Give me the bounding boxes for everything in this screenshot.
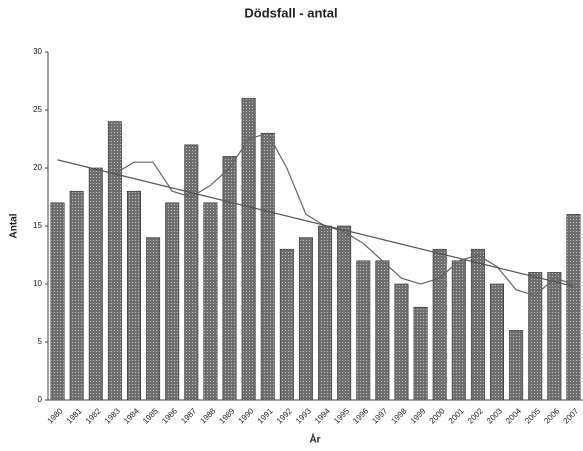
bar	[413, 306, 428, 401]
bar	[241, 98, 256, 401]
x-tick-label: 1986	[160, 406, 179, 425]
x-tick-label: 1997	[370, 406, 389, 425]
x-axis-label: År	[309, 433, 320, 446]
bar	[318, 225, 333, 401]
x-tick-label: 2004	[504, 406, 523, 425]
bar	[260, 132, 275, 401]
bar	[528, 272, 543, 401]
x-tick-label: 1996	[351, 406, 370, 425]
x-tick-label: 1980	[46, 406, 65, 425]
bar	[298, 237, 313, 401]
bar	[509, 330, 524, 401]
x-tick-label: 2006	[542, 406, 561, 425]
y-tick-label: 10	[33, 279, 42, 288]
bar	[184, 144, 199, 401]
x-tick-label: 1995	[332, 406, 351, 425]
x-tick-label: 1981	[65, 406, 84, 425]
bar	[337, 225, 352, 401]
x-tick-label: 2005	[523, 406, 542, 425]
x-tick-label: 2001	[447, 406, 466, 425]
x-tick-label: 1982	[84, 406, 103, 425]
bar	[222, 156, 237, 401]
x-tick-label: 2000	[428, 406, 447, 425]
bar	[451, 260, 466, 401]
y-tick-label: 15	[33, 221, 42, 230]
x-tick-label: 1999	[409, 406, 428, 425]
chart-title: Dödsfall - antal	[244, 5, 337, 20]
x-tick-label: 1987	[179, 406, 198, 425]
bar	[470, 248, 485, 401]
bar	[126, 190, 141, 401]
x-tick-label: 2003	[485, 406, 504, 425]
bar	[69, 190, 84, 401]
y-axis-label: Antal	[9, 213, 20, 238]
x-tick-label: 1988	[198, 406, 217, 425]
bar	[203, 202, 218, 401]
x-tick-label: 1985	[141, 406, 160, 425]
bar	[375, 260, 390, 401]
x-tick-label: 2007	[561, 406, 580, 425]
bar	[432, 248, 447, 401]
x-tick-label: 1984	[122, 406, 141, 425]
x-tick-label: 1990	[237, 406, 256, 425]
x-tick-label: 2002	[466, 406, 485, 425]
trend-line	[57, 159, 574, 287]
moving-average-line	[114, 132, 574, 297]
bar	[566, 214, 581, 401]
x-tick-label: 1989	[217, 406, 236, 425]
y-tick-label: 25	[33, 105, 42, 114]
y-tick-label: 20	[33, 163, 42, 172]
bar	[279, 248, 294, 401]
bar	[88, 167, 103, 401]
bar	[394, 283, 409, 401]
y-tick-label: 0	[38, 395, 43, 404]
bar	[50, 202, 65, 401]
bar	[107, 121, 122, 401]
x-tick-label: 1998	[389, 406, 408, 425]
bar	[165, 202, 180, 401]
x-tick-label: 1991	[256, 406, 275, 425]
bar	[490, 283, 505, 401]
x-tick-label: 1994	[313, 406, 332, 425]
x-tick-label: 1992	[275, 406, 294, 425]
x-tick-label: 1993	[294, 406, 313, 425]
y-tick-label: 5	[38, 337, 43, 346]
bar	[356, 260, 371, 401]
y-tick-label: 30	[33, 47, 42, 56]
x-tick-label: 1983	[103, 406, 122, 425]
bar	[547, 272, 562, 401]
bar	[146, 237, 161, 401]
